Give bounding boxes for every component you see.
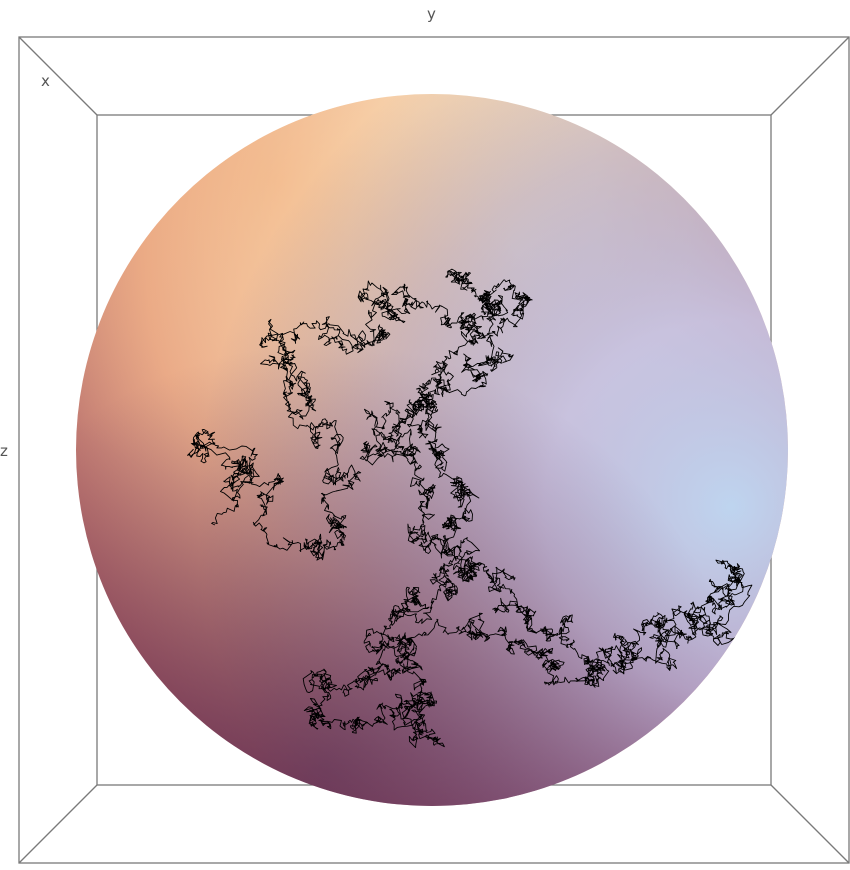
random-walk-path (187, 268, 753, 749)
z-axis-label: z (0, 442, 8, 460)
x-axis-label: x (41, 72, 50, 90)
y-axis-label: y (427, 5, 436, 23)
